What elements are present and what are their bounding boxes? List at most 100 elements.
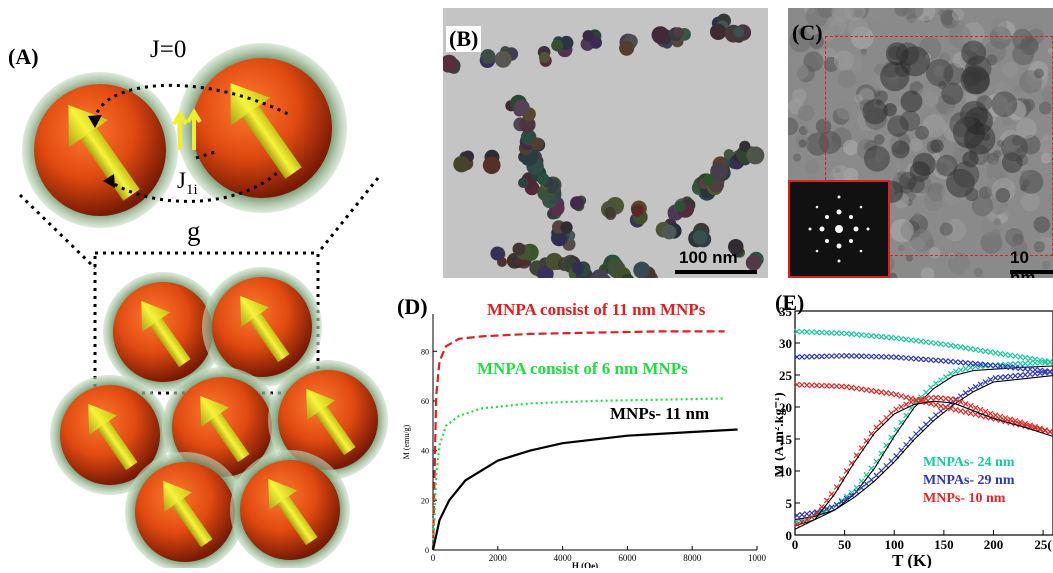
data-point [803,516,810,523]
data-point [992,349,999,356]
x-tick-label: 8000 [683,553,702,563]
data-point [1042,359,1048,366]
data-point [937,357,944,364]
coupling-label: J1i [177,168,198,198]
data-point [863,480,870,487]
data-point [977,363,984,370]
data-point [1027,371,1034,378]
nanoparticle-cluster [453,150,475,173]
data-point [957,367,964,373]
diffraction-spot [849,215,853,219]
data-point [858,331,865,338]
data-point [799,328,805,335]
data-point [1007,416,1014,423]
tem-particles [443,13,765,278]
data-point [1012,372,1019,379]
x-axis-label: T (K) [892,551,932,568]
magnetization-temperature-chart: 0 5 10 15 20 25 30 35 0 50 100 150 200 25(T (K) (E) M (… [772,290,1053,570]
data-point [1037,370,1044,377]
nanoparticle-cluster [580,29,602,51]
nanoparticle-cluster [518,141,540,167]
data-point [1002,415,1009,421]
data-point [1007,364,1014,371]
data-point [1032,370,1039,377]
data-point [858,386,865,393]
data-point [794,381,800,388]
data-point [972,346,979,353]
data-point [962,409,969,415]
panel-a: J=0 J1i g (A) [0,0,420,572]
data-point [1027,360,1034,367]
legend-label: MNPAs- 29 nm [923,473,1015,488]
series-line [431,330,725,551]
y-tick-label: 25 [779,368,793,383]
data-point [799,511,805,518]
data-point [923,339,929,345]
data-point [1042,369,1048,376]
spin-arrow-icon [200,395,250,463]
panel-d-chart: 0 20 40 60 80 0 2000 4000 6000 8000 1000 H (Oe) M (e… [395,288,775,571]
particle-right [177,43,347,213]
data-point [997,363,1004,370]
x-tick-label: 2000 [489,553,508,563]
data-point [952,343,959,350]
data-point [843,493,850,500]
data-point [903,336,910,343]
x-tick-label: 150 [934,537,954,552]
nanoparticle-cluster [568,261,593,278]
data-point [932,340,939,347]
diffraction-spot [835,225,843,233]
data-point [898,393,905,399]
data-point [883,390,890,396]
data-point [808,514,815,521]
panel-c-label: (C) [792,20,823,45]
data-point [838,498,845,505]
data-point [1017,360,1024,367]
data-point [1032,423,1039,430]
data-point [878,353,885,360]
diffraction-spot [866,227,870,231]
y-tick-label: 15 [779,432,793,447]
data-point [878,333,885,340]
nanoparticle-cluster [443,54,461,74]
data-point [997,362,1004,368]
data-point [982,348,989,355]
data-point [992,412,999,419]
data-point [794,328,800,335]
x-tick-label: 200 [984,537,1004,552]
data-point [1012,417,1019,424]
nanoparticle-cluster [688,222,712,248]
gap-label: g [187,216,201,246]
data-point [972,383,979,390]
exchange-paths [93,83,291,203]
data-point [1017,353,1024,360]
data-point [808,329,815,336]
data-point [799,353,805,360]
data-point [1027,355,1034,362]
nanoparticle-cluster [735,140,765,165]
data-point [818,382,825,389]
data-point [799,519,805,525]
nanoparticle-cluster [537,45,552,67]
data-point [838,330,845,337]
data-point [898,354,905,361]
magnetization-field-chart: 0 20 40 60 80 0 2000 4000 6000 8000 1000 H (Oe) M (e… [397,294,767,571]
data-point [957,359,964,366]
data-point [828,383,835,389]
data-point [903,355,910,361]
data-point [947,396,954,402]
series-label: MNPs- 11 nm [610,404,709,423]
data-point [937,395,944,401]
exchange-label: J=0 [150,36,186,63]
data-point [1022,420,1029,427]
data-point [962,389,969,396]
data-point [794,512,800,519]
y-tick-label: 0 [786,528,793,543]
y-tick-label: 20 [421,496,429,505]
data-point [853,353,860,360]
data-point [937,408,944,414]
data-point [1002,351,1009,358]
data-point [1037,359,1044,366]
data-point [1042,427,1048,433]
nanoparticle-cluster [709,13,731,41]
